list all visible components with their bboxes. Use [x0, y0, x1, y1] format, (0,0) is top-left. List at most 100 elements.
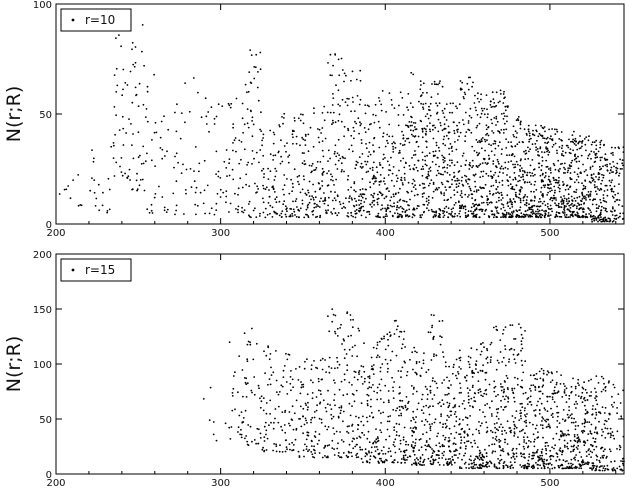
- data-point: [473, 461, 475, 464]
- data-point: [569, 207, 572, 209]
- data-point: [441, 85, 444, 88]
- data-point: [77, 174, 80, 176]
- data-point: [375, 177, 377, 180]
- data-point: [407, 443, 410, 446]
- data-point: [247, 203, 250, 205]
- data-point: [562, 383, 565, 385]
- data-point: [485, 393, 488, 396]
- data-point: [342, 338, 345, 341]
- data-point: [502, 329, 505, 331]
- data-point: [546, 136, 549, 139]
- data-point: [302, 432, 304, 435]
- data-point: [502, 93, 505, 95]
- data-point: [326, 172, 328, 175]
- data-point: [387, 204, 389, 207]
- data-point: [166, 150, 168, 153]
- data-point: [585, 169, 587, 171]
- data-point: [499, 132, 501, 134]
- data-point: [502, 464, 505, 467]
- data-point: [249, 81, 252, 84]
- data-point: [592, 214, 595, 217]
- data-point: [543, 467, 546, 470]
- data-point: [246, 164, 249, 166]
- data-point: [539, 174, 542, 177]
- data-point: [368, 461, 371, 464]
- data-point: [421, 182, 424, 185]
- data-point: [360, 457, 363, 460]
- data-point: [418, 361, 421, 363]
- data-point: [353, 130, 356, 133]
- data-point: [547, 149, 549, 152]
- data-point: [427, 368, 430, 371]
- data-point: [289, 376, 292, 378]
- data-point: [486, 356, 489, 359]
- data-point: [570, 204, 572, 206]
- data-point: [446, 414, 449, 417]
- data-point: [526, 214, 529, 216]
- data-point: [503, 406, 506, 409]
- data-point: [297, 379, 300, 381]
- data-point: [454, 141, 456, 143]
- data-point: [533, 438, 536, 441]
- data-point: [428, 105, 430, 108]
- data-point: [513, 358, 516, 361]
- data-point: [558, 184, 561, 187]
- data-point: [484, 404, 486, 407]
- data-point: [565, 214, 568, 216]
- data-point: [399, 330, 401, 333]
- data-point: [301, 162, 304, 165]
- data-point: [388, 401, 390, 404]
- data-point: [497, 175, 500, 178]
- data-point: [606, 163, 608, 166]
- data-point: [262, 409, 265, 412]
- data-point: [541, 460, 544, 463]
- data-point: [443, 445, 445, 448]
- data-point: [199, 191, 202, 194]
- data-point: [153, 73, 156, 76]
- data-point: [496, 206, 499, 209]
- data-point: [437, 172, 440, 175]
- data-point: [493, 102, 496, 104]
- data-point: [325, 456, 328, 459]
- data-point: [267, 383, 269, 386]
- data-point: [348, 200, 350, 203]
- data-point: [355, 454, 357, 456]
- data-point: [376, 341, 379, 344]
- data-point: [326, 444, 329, 447]
- data-point: [448, 159, 451, 162]
- data-point: [519, 415, 522, 417]
- data-point: [522, 197, 525, 199]
- data-point: [470, 116, 473, 119]
- data-point: [567, 447, 569, 450]
- data-point: [438, 82, 441, 84]
- data-point: [360, 206, 362, 209]
- data-point: [437, 402, 440, 405]
- data-point: [466, 374, 468, 377]
- data-point: [330, 408, 333, 410]
- data-point: [603, 157, 606, 160]
- data-point: [601, 455, 604, 457]
- data-point: [351, 425, 353, 427]
- data-point: [304, 360, 306, 363]
- data-point: [584, 185, 587, 188]
- data-point: [588, 395, 591, 397]
- data-point: [510, 211, 513, 214]
- data-point: [612, 406, 614, 408]
- data-point: [294, 200, 297, 203]
- data-point: [331, 74, 333, 77]
- data-point: [549, 214, 552, 217]
- data-point: [444, 422, 447, 425]
- data-point: [530, 384, 533, 387]
- data-point: [553, 389, 556, 392]
- data-point: [338, 388, 341, 391]
- data-point: [547, 141, 550, 144]
- data-point: [532, 205, 534, 207]
- data-point: [332, 313, 335, 316]
- data-point: [282, 203, 285, 206]
- data-point: [495, 117, 498, 120]
- data-point: [495, 467, 498, 469]
- data-point: [151, 139, 153, 141]
- data-point: [563, 208, 565, 211]
- data-point: [595, 207, 598, 210]
- data-point: [325, 212, 327, 214]
